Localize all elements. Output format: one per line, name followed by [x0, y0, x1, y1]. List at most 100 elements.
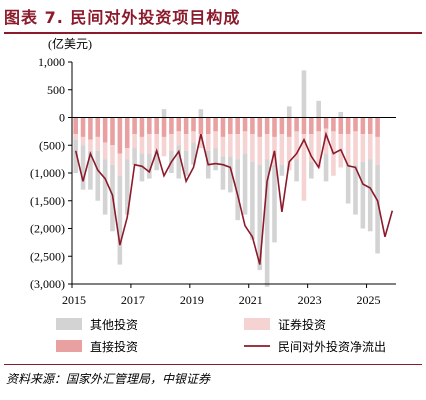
bar-direct	[316, 117, 321, 132]
bar-other	[257, 164, 263, 271]
bar-other	[213, 148, 218, 171]
bar-direct	[183, 117, 189, 135]
bar-other	[338, 111, 344, 118]
bottom-rule	[4, 364, 422, 365]
bar-other	[198, 109, 204, 118]
bar-securities	[80, 136, 86, 146]
bar-direct	[191, 117, 196, 132]
source-note: 资料来源：国家外汇管理局，中银证券	[6, 372, 211, 386]
bar-securities	[316, 131, 321, 168]
bar-direct	[73, 117, 78, 135]
bar-direct	[176, 117, 182, 132]
bar-other	[73, 139, 78, 173]
bar-direct	[353, 117, 358, 132]
bar-direct	[360, 117, 366, 135]
bar-other	[139, 153, 145, 182]
bar-direct	[147, 117, 152, 135]
bar-securities	[301, 134, 307, 201]
bar-securities	[250, 134, 255, 162]
bar-direct	[117, 117, 123, 154]
bar-other	[183, 150, 189, 176]
legend-securities-label: 证券投资	[278, 317, 326, 332]
bar-direct	[264, 117, 270, 135]
bar-securities	[294, 131, 299, 160]
bars-layer	[73, 70, 380, 287]
bar-securities	[169, 134, 174, 151]
bar-other	[242, 153, 248, 215]
bar-securities	[220, 136, 226, 157]
bar-other	[176, 145, 182, 179]
legend-other-swatch	[56, 318, 82, 330]
bar-securities	[309, 134, 314, 162]
bar-securities	[367, 134, 373, 160]
bar-direct	[205, 117, 211, 135]
bar-direct	[294, 117, 299, 132]
bar-other	[294, 159, 299, 182]
bar-direct	[228, 117, 233, 135]
bar-securities	[242, 131, 248, 154]
bar-direct	[242, 117, 248, 132]
legend-direct-swatch	[56, 340, 82, 352]
y-tick-label: (1,000)	[30, 166, 65, 180]
bar-securities	[102, 142, 108, 160]
bar-other	[286, 106, 292, 118]
bar-direct	[323, 117, 329, 129]
bar-securities	[228, 134, 233, 157]
bar-other	[95, 150, 101, 201]
bar-other	[345, 164, 351, 204]
bar-direct	[102, 117, 108, 143]
bar-direct	[272, 117, 277, 137]
bar-direct	[124, 117, 130, 149]
bar-other	[235, 159, 240, 221]
bar-other	[250, 161, 255, 240]
bar-securities	[257, 136, 263, 165]
legend-securities-swatch	[244, 318, 270, 330]
bar-securities	[73, 134, 78, 140]
bar-securities	[198, 134, 204, 149]
bar-securities	[88, 139, 93, 151]
x-tick-label: 2017	[121, 293, 145, 307]
bar-other	[191, 142, 196, 165]
bar-securities	[176, 131, 182, 146]
bar-securities	[323, 128, 329, 154]
bar-other	[279, 164, 285, 176]
bar-other	[102, 159, 108, 215]
bar-direct	[301, 117, 307, 135]
bar-direct	[367, 117, 373, 135]
bar-securities	[95, 136, 101, 151]
bar-other	[117, 175, 123, 265]
bar-securities	[213, 131, 218, 149]
bar-other	[154, 150, 159, 171]
bar-securities	[360, 134, 366, 162]
bar-other	[228, 156, 233, 193]
bar-other	[353, 164, 358, 215]
y-tick-label: 500	[47, 83, 65, 97]
y-tick-label: (2,000)	[30, 222, 65, 236]
title-rule	[4, 32, 422, 34]
y-tick-label: (3,000)	[30, 277, 65, 291]
x-tick-label: 2025	[357, 293, 381, 307]
bar-direct	[338, 117, 344, 135]
bar-securities	[147, 134, 152, 154]
x-tick-label: 2023	[298, 293, 322, 307]
bar-other	[147, 153, 152, 179]
bar-securities	[345, 134, 351, 165]
y-tick-label: (2,500)	[30, 249, 65, 263]
y-axis-label: (亿美元)	[48, 36, 92, 51]
legend-other-label: 其他投资	[90, 317, 138, 332]
bar-direct	[80, 117, 86, 137]
y-tick-label: (1,500)	[30, 194, 65, 208]
bar-securities	[191, 131, 196, 143]
bar-other	[264, 159, 270, 287]
bar-direct	[345, 117, 351, 135]
figure-title: 图表 7. 民间对外投资项目构成	[4, 8, 241, 27]
bar-other	[272, 164, 277, 243]
bar-other	[161, 109, 167, 118]
bar-securities	[353, 131, 358, 165]
bar-direct	[279, 117, 285, 135]
legend-direct-label: 直接投资	[90, 339, 138, 354]
bar-securities	[183, 134, 189, 151]
bar-securities	[375, 136, 380, 165]
bar-other	[316, 100, 321, 118]
bar-direct	[220, 117, 226, 137]
